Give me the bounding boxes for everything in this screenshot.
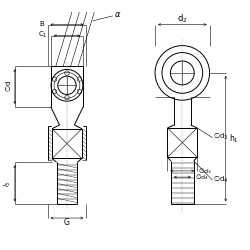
Text: G: G [64,218,70,227]
Text: d$_2$: d$_2$ [177,12,188,24]
Text: $\varnothing$d$_3$: $\varnothing$d$_3$ [198,166,212,176]
Text: $\varnothing$d$_4$: $\varnothing$d$_4$ [213,173,229,184]
Text: h$_1$: h$_1$ [229,132,238,145]
Text: $\varnothing$d$_3$: $\varnothing$d$_3$ [213,131,229,142]
Text: $l_3$: $l_3$ [3,180,13,187]
Text: B: B [39,20,44,26]
Text: $\alpha$: $\alpha$ [114,10,122,19]
Text: $\varnothing$d: $\varnothing$d [3,80,13,92]
Text: C$_1$: C$_1$ [38,30,48,40]
Text: $\varnothing$d$_4$: $\varnothing$d$_4$ [195,172,209,182]
